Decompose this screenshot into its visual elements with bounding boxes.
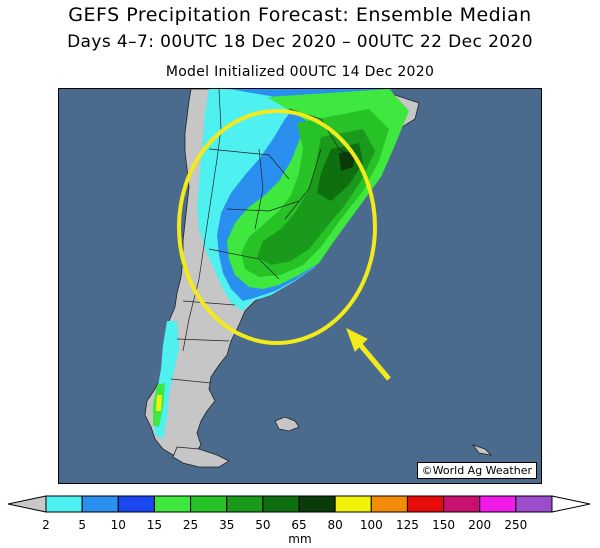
colorbar-tick-label: 100 — [359, 518, 383, 532]
precipitation-map: ©World Ag Weather — [58, 88, 542, 484]
colorbar-box — [117, 495, 155, 513]
colorbar-tick-label: 150 — [432, 518, 456, 532]
credit-label: ©World Ag Weather — [416, 462, 537, 479]
precip-dark-65mm — [339, 151, 355, 171]
colorbar-tick-label: 50 — [255, 518, 271, 532]
map-canvas — [59, 89, 541, 483]
colorbar-tick-label: 35 — [219, 518, 235, 532]
colorbar-over-triangle — [551, 495, 591, 513]
colorbar-box — [443, 495, 481, 513]
colorbar-box — [190, 495, 228, 513]
colorbar-box — [515, 495, 553, 513]
colorbar-unit-label: mm — [288, 532, 312, 546]
colorbar-box — [81, 495, 119, 513]
land-tierra-del-fuego — [172, 446, 230, 468]
colorbar-tick-label: 250 — [504, 518, 528, 532]
colorbar-tick-label: 200 — [468, 518, 492, 532]
colorbar-tick-label: 80 — [327, 518, 343, 532]
colorbar-box — [406, 495, 445, 513]
colorbar-box — [153, 495, 192, 513]
highlight-arrow — [346, 327, 391, 381]
colorbar-tick-label: 25 — [182, 518, 199, 532]
land-falkland-islands — [274, 416, 300, 432]
highlight-circle — [177, 109, 377, 345]
colorbar-tick-label: 2 — [42, 518, 50, 532]
colorbar-boxes — [45, 495, 553, 513]
colorbar-box — [45, 495, 83, 513]
colorbar-box — [262, 495, 300, 513]
colorbar-box — [479, 495, 517, 513]
colorbar-tick-label: 65 — [291, 518, 307, 532]
colorbar-tick-label: 5 — [78, 518, 86, 532]
colorbar-box — [226, 495, 264, 513]
model-initialized-label: Model Initialized 00UTC 14 Dec 2020 — [165, 64, 435, 80]
colorbar-tick-label: 10 — [110, 518, 126, 532]
map-subtitle: Days 4–7: 00UTC 18 Dec 2020 – 00UTC 22 D… — [67, 32, 533, 52]
colorbar-tick-label: 125 — [395, 518, 419, 532]
land-south-georgia — [471, 444, 493, 456]
colorbar-box — [334, 495, 372, 513]
map-title: GEFS Precipitation Forecast: Ensemble Me… — [68, 4, 532, 26]
colorbar-under-triangle — [7, 495, 47, 513]
colorbar-box — [298, 495, 336, 513]
precip-andes-yellow — [156, 395, 162, 411]
colorbar-tick-label: 15 — [146, 518, 163, 532]
colorbar — [7, 495, 591, 513]
colorbar-box — [370, 495, 408, 513]
